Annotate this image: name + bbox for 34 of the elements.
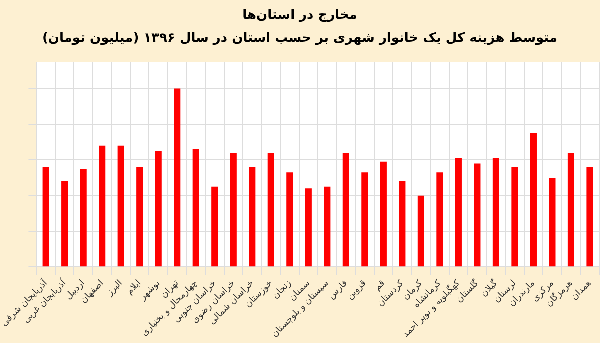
bar <box>362 172 368 267</box>
bar <box>305 188 312 267</box>
x-tick-label: ایلام <box>125 278 144 298</box>
bar <box>174 88 181 267</box>
bar <box>492 158 500 267</box>
bar <box>530 133 537 267</box>
bar <box>549 178 556 267</box>
bar <box>512 167 518 267</box>
bar <box>342 152 350 267</box>
bar <box>118 146 124 267</box>
bar <box>192 149 200 267</box>
bar <box>42 167 50 267</box>
bar <box>418 196 424 267</box>
bar <box>380 162 387 267</box>
bar <box>286 172 294 267</box>
bar <box>80 169 87 267</box>
bar <box>62 182 68 267</box>
bar <box>268 152 274 267</box>
x-tick-label: البرز <box>104 278 125 299</box>
bar <box>399 182 406 267</box>
bar <box>99 146 106 267</box>
bar <box>136 167 144 267</box>
bar <box>155 151 162 267</box>
bar <box>230 152 237 267</box>
chart-title: مخارج در استان‌ها <box>242 7 358 23</box>
bar <box>324 186 331 267</box>
bar <box>436 172 444 267</box>
bar <box>586 167 594 267</box>
chart-subtitle: متوسط هزینه کل یک خانوار شهری بر حسب استان در سال ۱۳۹۶ (میلیون تومان) <box>41 31 559 46</box>
bar <box>249 167 256 267</box>
bar <box>474 164 481 267</box>
bar <box>455 158 462 267</box>
bar <box>568 152 574 267</box>
bar <box>212 186 218 267</box>
